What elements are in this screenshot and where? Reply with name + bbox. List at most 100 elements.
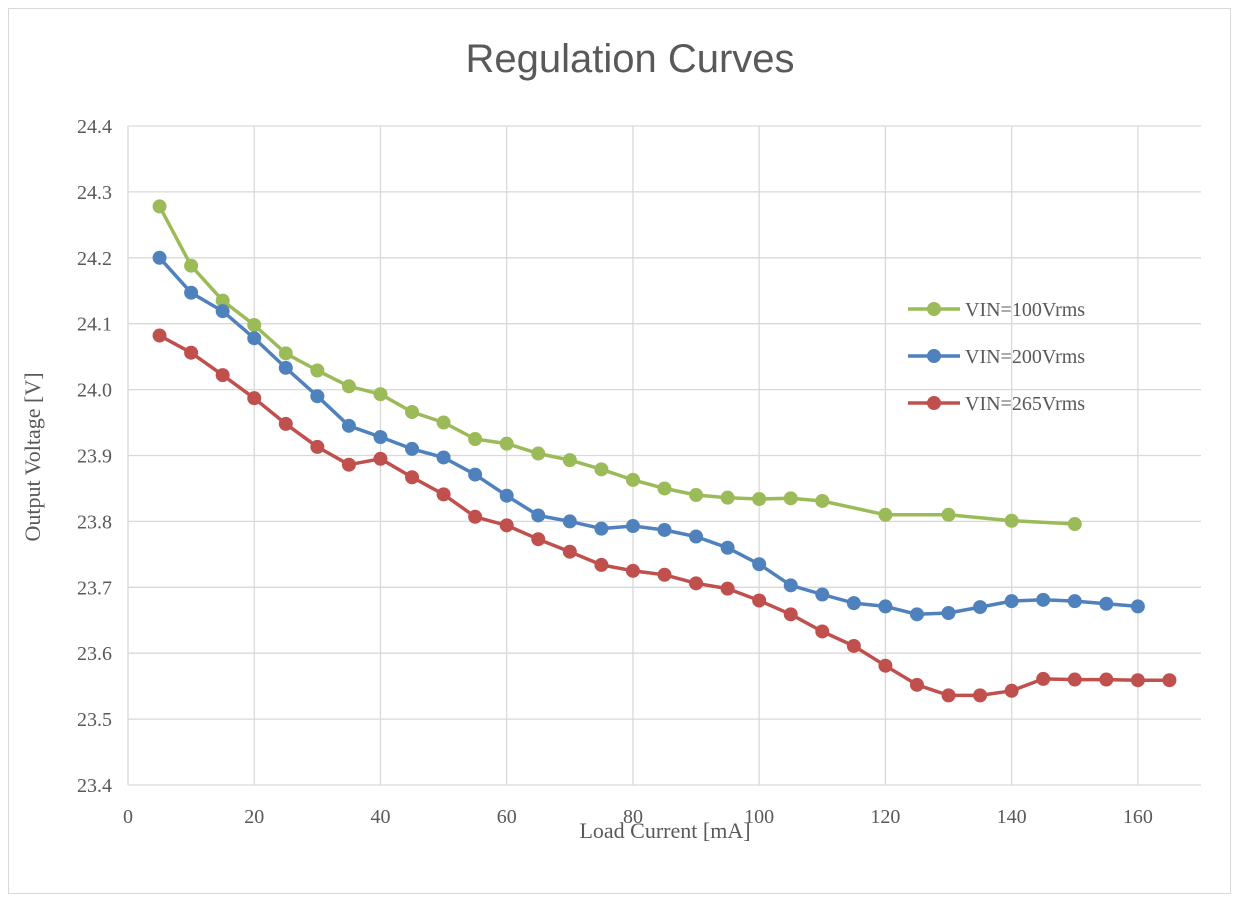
y-tick-label: 23.7	[77, 577, 112, 599]
data-point	[973, 688, 988, 703]
data-point	[341, 379, 356, 394]
data-point	[499, 518, 514, 533]
y-tick-label: 23.8	[77, 511, 112, 533]
data-point	[373, 387, 388, 402]
x-axis-title: Load Current [mA]	[579, 818, 750, 843]
x-tick-label: 140	[997, 806, 1027, 828]
chart-title: Regulation Curves	[465, 37, 794, 81]
y-tick-label: 24.3	[77, 182, 112, 204]
data-point	[846, 596, 861, 611]
y-tick-label: 24.1	[77, 314, 112, 336]
data-point	[657, 481, 672, 496]
data-point	[531, 508, 546, 523]
data-point	[878, 507, 893, 522]
y-tick-label: 24.4	[77, 116, 112, 138]
data-point	[941, 688, 956, 703]
data-point	[562, 453, 577, 468]
data-point	[941, 606, 956, 621]
legend-item: VIN=100Vrms	[908, 299, 1085, 321]
data-point	[341, 457, 356, 472]
data-point	[1067, 517, 1082, 532]
series-line	[158, 205, 1075, 526]
data-point	[373, 451, 388, 466]
data-point	[310, 363, 325, 378]
data-point	[909, 607, 924, 622]
data-point	[689, 488, 704, 503]
data-point	[310, 439, 325, 454]
data-point	[909, 677, 924, 692]
data-point	[310, 389, 325, 404]
data-point	[1067, 672, 1082, 687]
data-point	[152, 199, 167, 214]
legend-item: VIN=265Vrms	[908, 393, 1085, 415]
x-tick-label: 120	[870, 806, 900, 828]
data-point	[594, 557, 609, 572]
data-point	[531, 446, 546, 461]
legend-label: VIN=200Vrms	[965, 346, 1085, 368]
data-point	[657, 567, 672, 582]
data-point	[278, 360, 293, 375]
legend-marker	[927, 302, 941, 316]
data-point	[247, 391, 262, 406]
x-tick-label: 0	[123, 806, 133, 828]
series-1	[152, 250, 1145, 622]
data-point	[783, 491, 798, 506]
data-point	[184, 258, 199, 273]
data-point	[405, 441, 420, 456]
data-point	[720, 490, 735, 505]
grid-layer	[127, 125, 1201, 786]
data-point	[783, 578, 798, 593]
data-point	[720, 540, 735, 555]
data-point	[752, 491, 767, 506]
y-tick-labels: 23.4 23.5 23.6 23.7 23.8 23.9 24.0 24.1 24.2 24.3…	[77, 116, 112, 797]
data-point	[562, 514, 577, 529]
legend-label: VIN=265Vrms	[965, 393, 1085, 415]
data-point	[436, 415, 451, 430]
data-point	[341, 418, 356, 433]
data-point	[215, 293, 230, 308]
data-point	[815, 587, 830, 602]
data-point	[436, 450, 451, 465]
x-tick-label: 80	[623, 806, 643, 828]
y-tick-label: 24.2	[77, 248, 112, 270]
data-point	[657, 522, 672, 537]
y-tick-label: 23.6	[77, 643, 112, 665]
data-point	[625, 563, 640, 578]
y-tick-label: 23.9	[77, 446, 112, 468]
data-point	[184, 345, 199, 360]
data-point	[531, 532, 546, 547]
x-tick-label: 160	[1123, 806, 1153, 828]
series-layer	[152, 199, 1177, 703]
data-point	[689, 576, 704, 591]
y-tick-label: 23.4	[77, 775, 112, 797]
data-point	[152, 250, 167, 265]
x-tick-label: 60	[497, 806, 517, 828]
x-tick-label: 40	[370, 806, 390, 828]
series-0	[152, 199, 1082, 532]
data-point	[689, 529, 704, 544]
data-point	[1162, 673, 1177, 688]
data-point	[594, 521, 609, 536]
data-point	[468, 432, 483, 447]
data-point	[405, 405, 420, 420]
data-point	[846, 638, 861, 653]
data-point	[878, 658, 893, 673]
chart-frame	[8, 8, 1231, 894]
data-point	[752, 557, 767, 572]
legend-item: VIN=200Vrms	[908, 346, 1085, 368]
data-point	[594, 462, 609, 477]
legend-marker	[927, 396, 941, 410]
data-point	[247, 318, 262, 333]
x-tick-label: 100	[744, 806, 774, 828]
data-point	[1004, 513, 1019, 528]
data-point	[720, 581, 735, 596]
legend: VIN=100Vrms VIN=200Vrms VIN=265Vrms	[908, 299, 1085, 415]
data-point	[1004, 683, 1019, 698]
data-point	[1036, 592, 1051, 607]
data-point	[878, 599, 893, 614]
data-point	[468, 467, 483, 482]
data-point	[278, 346, 293, 361]
data-point	[625, 472, 640, 487]
data-point	[1004, 594, 1019, 609]
legend-marker	[927, 349, 941, 363]
